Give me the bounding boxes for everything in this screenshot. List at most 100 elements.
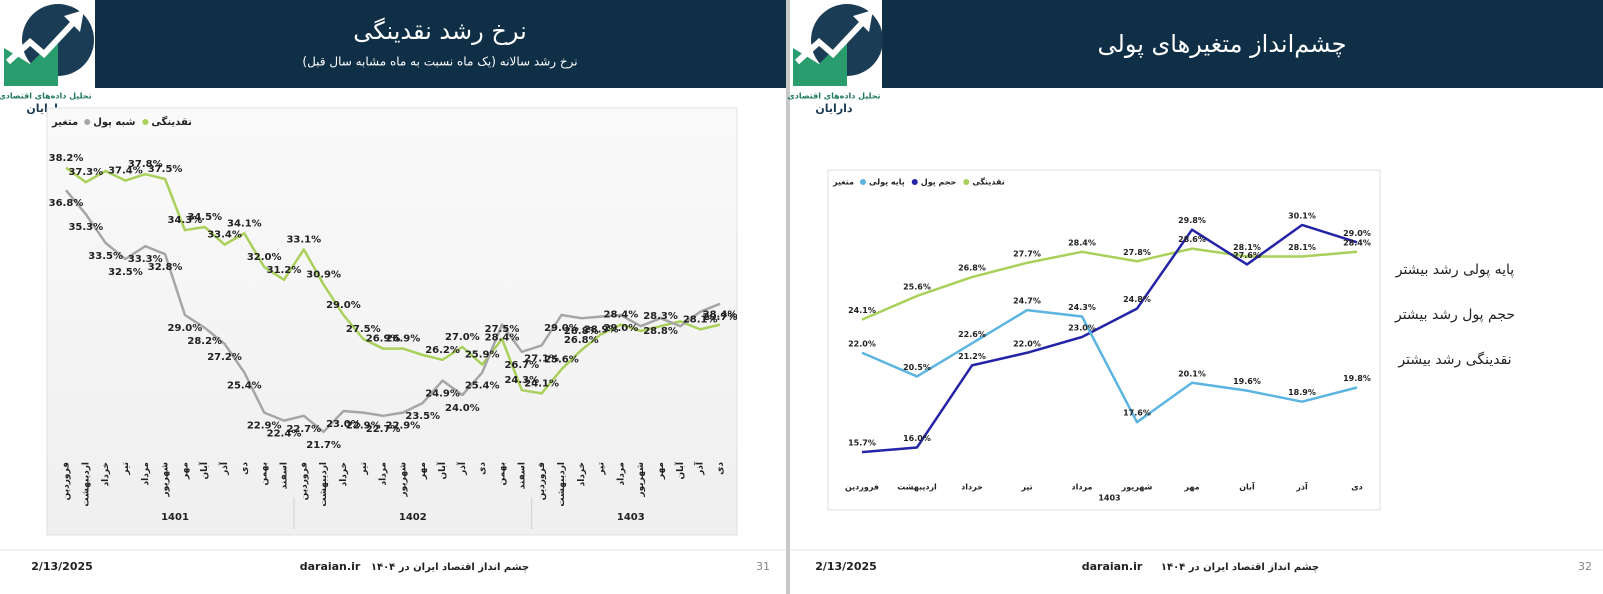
- x-tick-label: مهر: [656, 462, 666, 480]
- data-label: 34.1%: [227, 218, 262, 229]
- x-tick-label: اردیبهشت: [319, 462, 329, 507]
- data-label: 28.8%: [564, 326, 599, 337]
- legend-marker: [142, 119, 149, 125]
- legend-label: نقدینگی: [151, 115, 192, 128]
- data-label: 27.8%: [1123, 248, 1151, 257]
- slide-divider: [786, 0, 790, 594]
- logo-text: تحلیل داده‌های اقتصادی: [787, 92, 880, 101]
- header-band: [882, 0, 1603, 88]
- x-tick-label: تیر: [121, 462, 131, 476]
- data-label: 29.0%: [544, 323, 579, 334]
- x-tick-label: آبان: [198, 461, 210, 479]
- x-tick-label: خرداد: [101, 462, 111, 486]
- footer-date: 2/13/2025: [31, 560, 93, 573]
- data-label: 22.0%: [848, 339, 876, 348]
- x-tick-label: مهر: [1183, 483, 1199, 492]
- legend-title: متغیر: [832, 178, 854, 187]
- data-label: 29.0%: [1343, 229, 1371, 238]
- x-tick-label: آبان: [436, 461, 448, 479]
- x-tick-label: آبان: [674, 461, 686, 479]
- footer-site: daraian.ir: [300, 560, 361, 573]
- data-label: 25.4%: [465, 381, 500, 392]
- data-label: 27.6%: [1233, 251, 1261, 260]
- series-line: [861, 308, 1358, 424]
- data-label: 26.8%: [564, 335, 599, 346]
- header-band: [95, 0, 786, 88]
- data-label: 18.9%: [1288, 388, 1316, 397]
- data-label: 23.5%: [405, 411, 440, 422]
- slide-title: چشم‌انداز متغیرهای پولی: [1098, 30, 1347, 58]
- data-label: 15.7%: [848, 439, 876, 448]
- plot-area: [46, 107, 738, 536]
- x-tick-label: مرداد: [616, 462, 626, 486]
- data-label: 19.6%: [1233, 377, 1261, 386]
- note: نقدینگی رشد بیشتر: [1397, 351, 1511, 368]
- data-label: 22.4%: [267, 429, 302, 440]
- x-tick-label: آذر: [456, 461, 468, 476]
- data-label: 33.1%: [286, 234, 321, 245]
- data-label: 24.3%: [504, 375, 539, 386]
- x-tick-label: شهریور: [398, 462, 408, 498]
- data-label: 32.8%: [148, 262, 183, 273]
- data-label: 27.7%: [1013, 249, 1041, 258]
- x-tick-label: فروردین: [299, 462, 309, 500]
- series-line: [861, 223, 1358, 454]
- legend-marker: [84, 119, 91, 125]
- data-label: 30.1%: [1288, 211, 1316, 220]
- legend-marker: [859, 179, 866, 185]
- x-tick-label: دی: [716, 462, 726, 475]
- data-label: 28.1%: [683, 314, 718, 325]
- series-line: [65, 166, 721, 395]
- data-label: 31.2%: [267, 265, 302, 276]
- data-label: 25.4%: [227, 381, 262, 392]
- data-label: 35.3%: [68, 222, 103, 233]
- group-label: 1401: [161, 512, 189, 523]
- data-label: 25.6%: [544, 354, 579, 365]
- data-label: 29.0%: [604, 323, 639, 334]
- data-label: 28.6%: [1178, 235, 1206, 244]
- x-tick-label: مرداد: [1072, 483, 1093, 492]
- x-tick-label: دی: [478, 462, 488, 475]
- legend-label: پایه پولی: [869, 178, 905, 187]
- footer-text: چشم انداز اقتصاد ایران در ۱۴۰۴: [1161, 562, 1319, 573]
- x-tick-label: بهمن: [498, 462, 508, 485]
- slide-subtitle: نرخ رشد سالانه (یک ماه نسبت به ماه مشابه…: [302, 55, 577, 70]
- data-label: 26.9%: [386, 334, 421, 345]
- data-label: 24.8%: [1123, 295, 1151, 304]
- data-label: 25.9%: [465, 350, 500, 361]
- data-label: 24.3%: [1068, 303, 1096, 312]
- data-label: 28.4%: [703, 310, 738, 321]
- data-label: 30.9%: [306, 270, 341, 281]
- page-number: 32: [1578, 560, 1592, 573]
- note: حجم پول رشد بیشتر: [1394, 307, 1515, 323]
- data-label: 28.1%: [1288, 243, 1316, 252]
- data-label: 26.9%: [366, 334, 401, 345]
- x-tick-label: بهمن: [260, 462, 270, 485]
- x-tick-label: مرداد: [141, 462, 151, 486]
- data-label: 20.5%: [903, 363, 931, 372]
- x-tick-label: مهر: [418, 462, 428, 480]
- data-label: 27.0%: [445, 332, 480, 343]
- data-label: 22.9%: [247, 421, 282, 432]
- group-label: 1403: [1098, 494, 1120, 503]
- x-tick-label: اسفند: [280, 462, 290, 489]
- legend-title: متغیر: [51, 117, 78, 128]
- data-label: 28.8%: [643, 326, 678, 337]
- data-label: 34.5%: [187, 212, 222, 223]
- logo-text: تحلیل داده‌های اقتصادی: [0, 92, 92, 101]
- x-tick-label: تیر: [597, 462, 607, 476]
- x-tick-label: اردیبهشت: [897, 483, 937, 492]
- logo: [4, 4, 94, 86]
- data-label: 34.3%: [168, 215, 203, 226]
- data-label: 22.7%: [286, 424, 321, 435]
- data-label: 28.4%: [1068, 238, 1096, 247]
- note: پایه پولی رشد بیشتر: [1395, 262, 1514, 278]
- slide-title: نرخ رشد نقدینگی: [353, 17, 527, 45]
- x-tick-label: اسفند: [517, 462, 527, 489]
- x-tick-label: آذر: [1295, 482, 1308, 492]
- data-label: 22.0%: [1013, 339, 1041, 348]
- data-label: 33.4%: [207, 230, 242, 241]
- x-tick-label: فروردین: [845, 483, 879, 492]
- data-label: 28.1%: [1233, 243, 1261, 252]
